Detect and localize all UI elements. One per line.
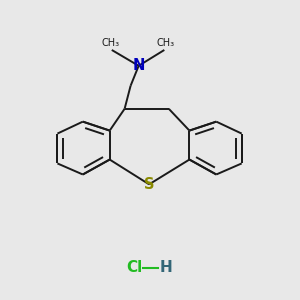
Text: CH₃: CH₃ — [101, 38, 119, 48]
Text: H: H — [160, 260, 173, 275]
Text: CH₃: CH₃ — [157, 38, 175, 48]
Text: Cl: Cl — [126, 260, 142, 275]
Text: S: S — [144, 177, 154, 192]
Text: N: N — [133, 58, 145, 73]
